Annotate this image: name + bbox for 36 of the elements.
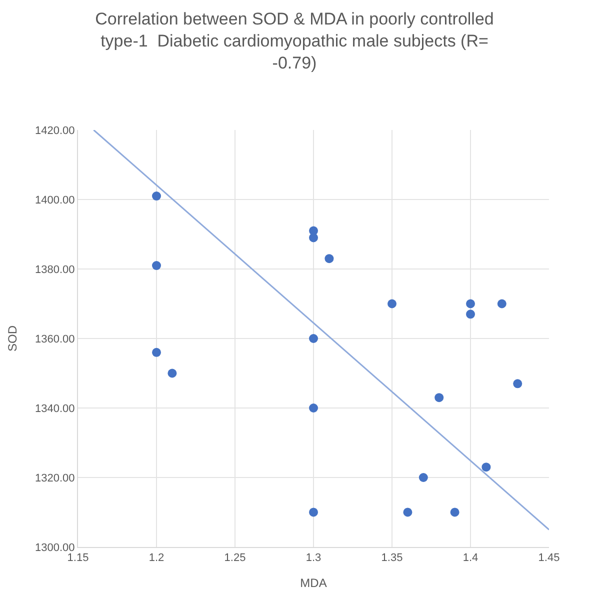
y-tick-label: 1320.00: [35, 472, 75, 484]
point: [152, 192, 161, 201]
point: [309, 233, 318, 242]
point: [513, 379, 522, 388]
y-tick-label: 1340.00: [35, 402, 75, 415]
x-tick-label: 1.15: [67, 552, 89, 564]
x-axis-title: MDA: [300, 576, 327, 590]
point: [152, 348, 161, 357]
point: [168, 368, 177, 378]
y-tick-label: 1400.00: [35, 194, 75, 206]
y-tick-label: 1420.00: [35, 124, 75, 137]
point: [482, 462, 491, 472]
y-axis-title: SOD: [5, 325, 20, 352]
point: [450, 508, 460, 517]
point: [466, 299, 475, 308]
point: [434, 393, 444, 402]
point: [309, 508, 318, 517]
point: [466, 310, 475, 319]
point: [388, 299, 396, 308]
point: [309, 404, 318, 412]
point: [418, 473, 428, 482]
point: [309, 334, 318, 343]
y-tick-label: 1300.00: [35, 542, 75, 554]
point: [324, 254, 334, 264]
x-tick-label: 1.25: [224, 552, 246, 564]
y-tick-label: 1360.00: [35, 333, 75, 346]
point: [497, 299, 506, 308]
chart-title: Correlation between SOD & MDA in poorly controlled type-1 Diabetic cardiomyopathic male subjects (R= -0.79): [95, 9, 494, 72]
x-tick-label: 1.3: [306, 552, 322, 564]
y-tick-label: 1380.00: [35, 264, 75, 276]
x-tick-label: 1.35: [381, 552, 403, 564]
point: [403, 508, 412, 517]
x-tick-label: 1.4: [462, 552, 478, 564]
x-tick-label: 1.2: [148, 552, 164, 564]
point: [152, 261, 161, 270]
x-tick-label: 1.45: [538, 552, 560, 564]
